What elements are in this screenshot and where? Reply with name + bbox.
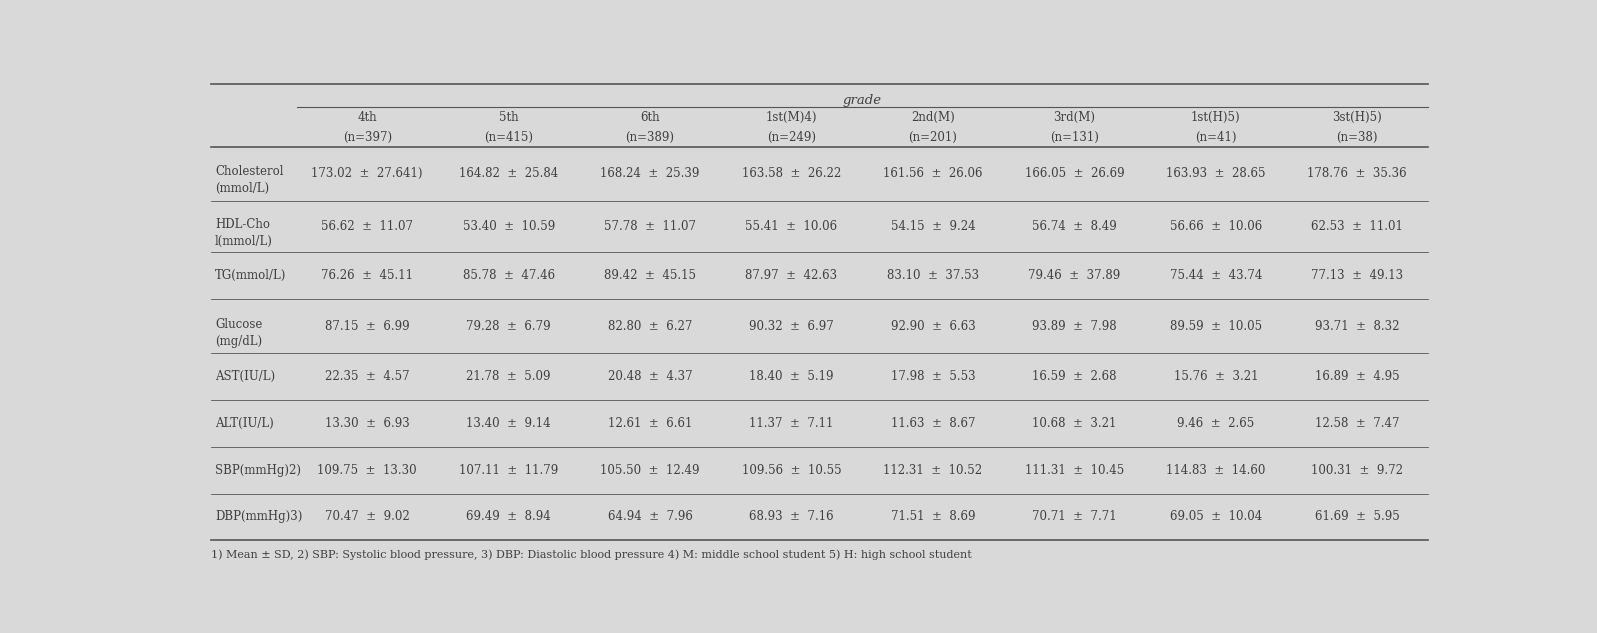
Text: (n=397): (n=397)	[343, 130, 391, 144]
Text: Cholesterol: Cholesterol	[216, 165, 284, 179]
Text: 93.71  ±  8.32: 93.71 ± 8.32	[1314, 320, 1399, 333]
Text: 17.98  ±  5.53: 17.98 ± 5.53	[891, 370, 976, 383]
Text: 114.83  ±  14.60: 114.83 ± 14.60	[1166, 464, 1265, 477]
Text: 56.74  ±  8.49: 56.74 ± 8.49	[1032, 220, 1116, 233]
Text: 12.58  ±  7.47: 12.58 ± 7.47	[1314, 417, 1399, 430]
Text: 100.31  ±  9.72: 100.31 ± 9.72	[1311, 464, 1404, 477]
Text: 6th: 6th	[640, 111, 660, 124]
Text: 89.42  ±  45.15: 89.42 ± 45.15	[604, 269, 696, 282]
Text: TG(mmol/L): TG(mmol/L)	[216, 269, 286, 282]
Text: 10.68  ±  3.21: 10.68 ± 3.21	[1032, 417, 1116, 430]
Text: 79.46  ±  37.89: 79.46 ± 37.89	[1028, 269, 1121, 282]
Text: 77.13  ±  49.13: 77.13 ± 49.13	[1311, 269, 1404, 282]
Text: 69.49  ±  8.94: 69.49 ± 8.94	[466, 510, 551, 523]
Text: 16.59  ±  2.68: 16.59 ± 2.68	[1032, 370, 1116, 383]
Text: 163.58  ±  26.22: 163.58 ± 26.22	[743, 167, 842, 180]
Text: 11.63  ±  8.67: 11.63 ± 8.67	[891, 417, 976, 430]
Text: 54.15  ±  9.24: 54.15 ± 9.24	[891, 220, 976, 233]
Text: 109.75  ±  13.30: 109.75 ± 13.30	[318, 464, 417, 477]
Text: 69.05  ±  10.04: 69.05 ± 10.04	[1169, 510, 1262, 523]
Text: (n=389): (n=389)	[626, 130, 674, 144]
Text: 70.71  ±  7.71: 70.71 ± 7.71	[1032, 510, 1116, 523]
Text: 92.90  ±  6.63: 92.90 ± 6.63	[891, 320, 976, 333]
Text: 173.02  ±  27.641): 173.02 ± 27.641)	[311, 167, 423, 180]
Text: 4th: 4th	[358, 111, 377, 124]
Text: grade: grade	[843, 94, 882, 107]
Text: l(mmol/L): l(mmol/L)	[216, 235, 273, 248]
Text: 21.78  ±  5.09: 21.78 ± 5.09	[466, 370, 551, 383]
Text: 161.56  ±  26.06: 161.56 ± 26.06	[883, 167, 982, 180]
Text: 87.15  ±  6.99: 87.15 ± 6.99	[324, 320, 409, 333]
Text: 15.76  ±  3.21: 15.76 ± 3.21	[1174, 370, 1258, 383]
Text: HDL-Cho: HDL-Cho	[216, 218, 270, 231]
Text: SBP(mmHg)2): SBP(mmHg)2)	[216, 464, 302, 477]
Text: 1st(H)5): 1st(H)5)	[1191, 111, 1241, 124]
Text: 56.62  ±  11.07: 56.62 ± 11.07	[321, 220, 414, 233]
Text: 3rd(M): 3rd(M)	[1054, 111, 1096, 124]
Text: (n=415): (n=415)	[484, 130, 533, 144]
Text: 82.80  ±  6.27: 82.80 ± 6.27	[608, 320, 692, 333]
Text: 76.26  ±  45.11: 76.26 ± 45.11	[321, 269, 414, 282]
Text: (n=131): (n=131)	[1049, 130, 1099, 144]
Text: 9.46  ±  2.65: 9.46 ± 2.65	[1177, 417, 1255, 430]
Text: 68.93  ±  7.16: 68.93 ± 7.16	[749, 510, 834, 523]
Text: 55.41  ±  10.06: 55.41 ± 10.06	[746, 220, 837, 233]
Text: 22.35  ±  4.57: 22.35 ± 4.57	[324, 370, 409, 383]
Text: 71.51  ±  8.69: 71.51 ± 8.69	[891, 510, 976, 523]
Text: 93.89  ±  7.98: 93.89 ± 7.98	[1032, 320, 1116, 333]
Text: 89.59  ±  10.05: 89.59 ± 10.05	[1169, 320, 1262, 333]
Text: 62.53  ±  11.01: 62.53 ± 11.01	[1311, 220, 1404, 233]
Text: 90.32  ±  6.97: 90.32 ± 6.97	[749, 320, 834, 333]
Text: Glucose: Glucose	[216, 318, 262, 331]
Text: 83.10  ±  37.53: 83.10 ± 37.53	[886, 269, 979, 282]
Text: 164.82  ±  25.84: 164.82 ± 25.84	[458, 167, 559, 180]
Text: 13.40  ±  9.14: 13.40 ± 9.14	[466, 417, 551, 430]
Text: 12.61  ±  6.61: 12.61 ± 6.61	[608, 417, 692, 430]
Text: 56.66  ±  10.06: 56.66 ± 10.06	[1169, 220, 1262, 233]
Text: 3st(H)5): 3st(H)5)	[1332, 111, 1381, 124]
Text: 2nd(M): 2nd(M)	[912, 111, 955, 124]
Text: 109.56  ±  10.55: 109.56 ± 10.55	[741, 464, 842, 477]
Text: 1) Mean ± SD, 2) SBP: Systolic blood pressure, 3) DBP: Diastolic blood pressure : 1) Mean ± SD, 2) SBP: Systolic blood pre…	[211, 549, 973, 560]
Text: 61.69  ±  5.95: 61.69 ± 5.95	[1314, 510, 1399, 523]
Text: 70.47  ±  9.02: 70.47 ± 9.02	[324, 510, 409, 523]
Text: 13.30  ±  6.93: 13.30 ± 6.93	[324, 417, 409, 430]
Text: 79.28  ±  6.79: 79.28 ± 6.79	[466, 320, 551, 333]
Text: 18.40  ±  5.19: 18.40 ± 5.19	[749, 370, 834, 383]
Text: AST(IU/L): AST(IU/L)	[216, 370, 275, 383]
Text: 1st(M)4): 1st(M)4)	[767, 111, 818, 124]
Text: 105.50  ±  12.49: 105.50 ± 12.49	[600, 464, 699, 477]
Text: (mg/dL): (mg/dL)	[216, 335, 262, 348]
Text: (mmol/L): (mmol/L)	[216, 182, 270, 196]
Text: 64.94  ±  7.96: 64.94 ± 7.96	[607, 510, 693, 523]
Text: 178.76  ±  35.36: 178.76 ± 35.36	[1308, 167, 1407, 180]
Text: ALT(IU/L): ALT(IU/L)	[216, 417, 273, 430]
Text: 87.97  ±  42.63: 87.97 ± 42.63	[746, 269, 837, 282]
Text: 5th: 5th	[498, 111, 519, 124]
Text: 16.89  ±  4.95: 16.89 ± 4.95	[1314, 370, 1399, 383]
Text: 111.31  ±  10.45: 111.31 ± 10.45	[1025, 464, 1124, 477]
Text: (n=249): (n=249)	[767, 130, 816, 144]
Text: 57.78  ±  11.07: 57.78 ± 11.07	[604, 220, 696, 233]
Text: 168.24  ±  25.39: 168.24 ± 25.39	[600, 167, 699, 180]
Text: (n=201): (n=201)	[909, 130, 958, 144]
Text: 166.05  ±  26.69: 166.05 ± 26.69	[1025, 167, 1124, 180]
Text: (n=41): (n=41)	[1195, 130, 1236, 144]
Text: 20.48  ±  4.37: 20.48 ± 4.37	[608, 370, 693, 383]
Text: 53.40  ±  10.59: 53.40 ± 10.59	[463, 220, 554, 233]
Text: 85.78  ±  47.46: 85.78 ± 47.46	[463, 269, 554, 282]
Text: (n=38): (n=38)	[1337, 130, 1378, 144]
Text: 11.37  ±  7.11: 11.37 ± 7.11	[749, 417, 834, 430]
Text: 163.93  ±  28.65: 163.93 ± 28.65	[1166, 167, 1265, 180]
Text: 112.31  ±  10.52: 112.31 ± 10.52	[883, 464, 982, 477]
Text: 75.44  ±  43.74: 75.44 ± 43.74	[1169, 269, 1262, 282]
Text: DBP(mmHg)3): DBP(mmHg)3)	[216, 510, 302, 523]
Text: 107.11  ±  11.79: 107.11 ± 11.79	[458, 464, 559, 477]
